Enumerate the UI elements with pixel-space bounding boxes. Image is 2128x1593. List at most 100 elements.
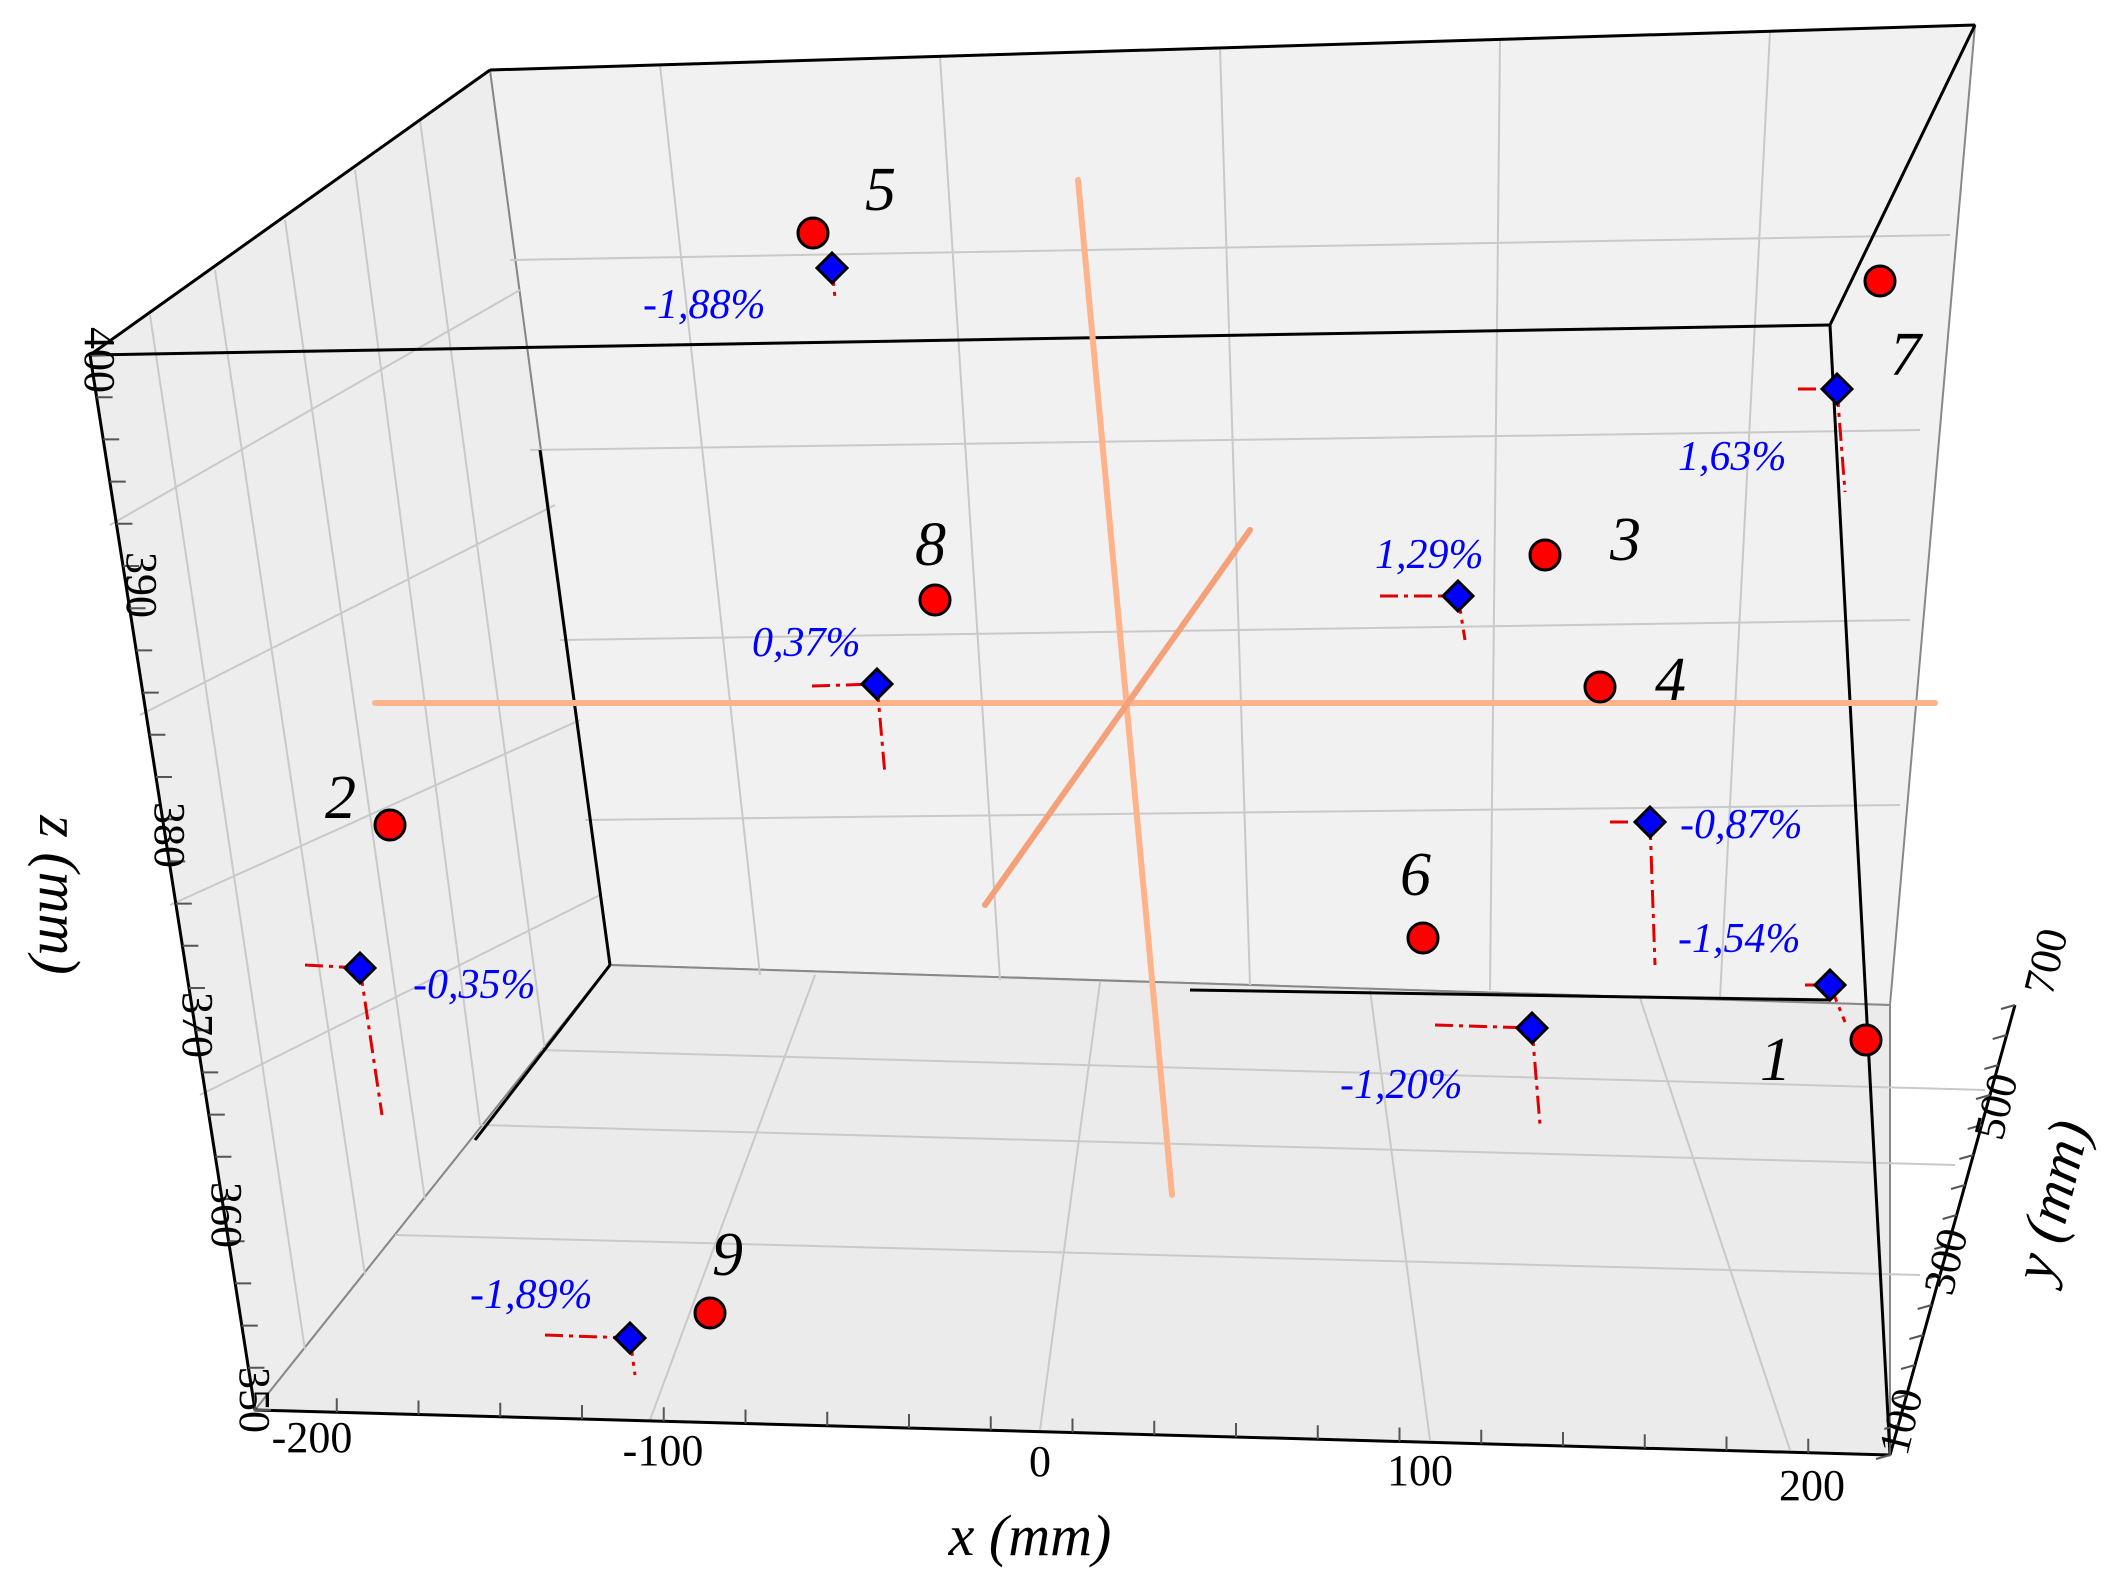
circle-marker-point-2 (373, 808, 407, 842)
axis-tick (1909, 1334, 1924, 1340)
z-tick-label: 400 (75, 327, 124, 393)
circle-marker-point-4 (1583, 670, 1617, 704)
axis-tick (1925, 1274, 1941, 1280)
diamond-marker-point-3 (1440, 578, 1476, 614)
point-label-6: 6 (1400, 841, 1431, 909)
axis-tick (1975, 1094, 1991, 1100)
percent-labels: -1,54% -0,35% 1,29% -0,87% -1,88% -1,20%… (413, 282, 1802, 1318)
circle-marker-point-9 (693, 1296, 727, 1330)
x-tick-label: 100 (1387, 1446, 1453, 1495)
axis-tick (1900, 1364, 1916, 1370)
percent-label-1: -1,54% (1678, 916, 1800, 962)
error-line-v-point-4 (1648, 821, 1657, 966)
percent-label-5: -1,88% (643, 282, 765, 328)
diamond-marker-point-2 (342, 950, 378, 986)
x-tick-label: -200 (272, 1413, 353, 1462)
diamond-marker-point-5 (814, 250, 850, 286)
grid-line (479, 1124, 1956, 1166)
diamond-marker-point-6 (1514, 1010, 1550, 1046)
diamond-marker-point-7 (1819, 371, 1855, 407)
diamond-marker-point-1 (1812, 967, 1848, 1003)
z-tick-label: 390 (117, 552, 166, 618)
grid-line (394, 1234, 1921, 1276)
grid-line (659, 64, 761, 976)
point-label-2: 2 (325, 764, 356, 832)
axis-tick (2000, 1004, 2016, 1010)
axis-tick (1959, 1154, 1974, 1160)
grid-line (1039, 981, 1101, 1431)
percent-label-4: -0,87% (1680, 802, 1802, 848)
grid-line (109, 289, 521, 526)
grid-line (1639, 997, 1791, 1451)
grid-line (1489, 39, 1501, 991)
back-pane (488, 23, 1977, 1007)
grid-line (169, 719, 581, 906)
x-tick-labels: -200 -100 0 100 200 (272, 1413, 1845, 1510)
grid-line (649, 974, 816, 1421)
z-tick-label: 350 (230, 1367, 279, 1433)
grid-line (1369, 989, 1431, 1441)
y-tick-label: 500 (1964, 1069, 2028, 1145)
percent-label-8: 0,37% (752, 620, 861, 666)
x-tick-label: 0 (1029, 1437, 1051, 1486)
y-tick-label: 700 (2014, 924, 2078, 1000)
diamond-marker-point-4 (1632, 804, 1668, 840)
percent-label-9: -1,89% (470, 1272, 592, 1318)
circle-marker-point-1 (1849, 1023, 1883, 1057)
point-label-8: 8 (915, 511, 946, 579)
y-tick-label: 300 (1914, 1224, 1978, 1300)
grid-lines (109, 31, 1986, 1451)
grid-line (939, 56, 1001, 981)
grid-line (559, 619, 1911, 641)
circle-marker-point-6 (1406, 921, 1440, 955)
axis-tick (1934, 1244, 1949, 1250)
axis-tick (1950, 1184, 1966, 1190)
grid-line (509, 234, 1951, 261)
x-tick-label: -100 (623, 1426, 704, 1475)
axis-tick (1992, 1034, 2007, 1040)
x-axis-label: x (mm) (948, 1503, 1112, 1568)
point-label-1: 1 (1760, 1026, 1791, 1094)
point-labels: 1 2 3 4 5 6 7 8 9 (325, 156, 1924, 1289)
z-tick-label: 360 (202, 1182, 251, 1248)
error-line-v-point-6 (1530, 1027, 1542, 1126)
percent-label-2: -0,35% (413, 962, 535, 1008)
error-line-v-point-7 (1835, 388, 1847, 493)
axis-tick (1884, 1424, 1899, 1430)
error-line-v-point-2 (358, 967, 384, 1116)
percent-label-3: 1,29% (1375, 532, 1484, 578)
axis-tick (1875, 1454, 1891, 1460)
circle-marker-point-8 (918, 583, 952, 617)
z-tick-label: 370 (173, 992, 222, 1058)
error-line-h-point-8 (811, 682, 878, 688)
grid-line (529, 429, 1921, 451)
point-label-9: 9 (712, 1221, 743, 1289)
y-axis-label: y (mm) (1999, 1114, 2103, 1292)
circle-marker-point-7 (1863, 264, 1897, 298)
axis-tick (1967, 1124, 1982, 1130)
box-edges (88, 23, 2017, 1457)
point-label-3: 3 (1609, 506, 1641, 574)
grid-line (284, 219, 426, 1201)
percent-label-6: -1,20% (1340, 1062, 1462, 1108)
grid-line (1719, 31, 1771, 999)
grid-line (214, 269, 366, 1276)
grid-line (539, 1049, 1986, 1091)
axis-tick (1892, 1394, 1907, 1400)
grid-line (1219, 47, 1251, 986)
grid-line (199, 894, 601, 1096)
diamond-marker-point-8 (859, 666, 895, 702)
grid-line (584, 804, 1901, 821)
point-label-7: 7 (1890, 321, 1924, 389)
point-label-4: 4 (1655, 646, 1686, 714)
z-axis-label: z (mm) (27, 814, 92, 974)
axis-tick (1942, 1214, 1957, 1220)
percent-label-7: 1,63% (1678, 434, 1787, 480)
grid-line (419, 119, 546, 1051)
center-cross (372, 177, 1938, 1198)
circle-marker-point-3 (1528, 538, 1562, 572)
axis-tick (1984, 1064, 1999, 1070)
axis-tick (1917, 1304, 1932, 1310)
axis-ticks (90, 354, 2016, 1460)
